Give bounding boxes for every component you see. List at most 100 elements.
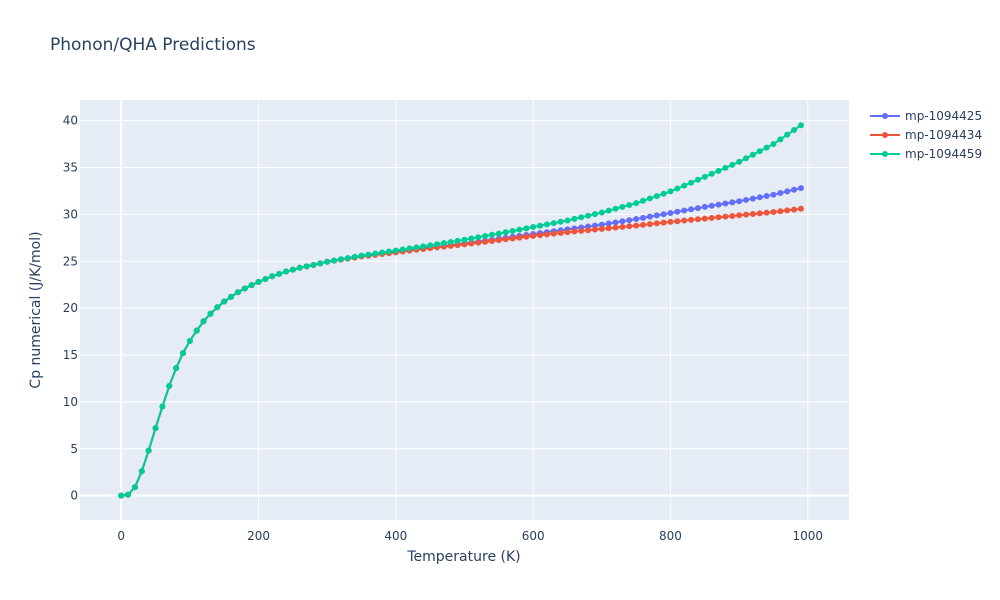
data-point [488,238,495,244]
data-point [337,256,344,263]
data-point [207,310,214,317]
data-point [694,216,701,223]
data-point [282,268,289,275]
data-point [701,203,708,210]
data-point [228,293,235,300]
data-point [255,278,262,285]
data-point [585,212,592,219]
data-point [392,247,399,254]
data-point [605,220,612,227]
data-point [475,239,482,246]
data-point [578,214,585,221]
data-point [454,237,461,244]
data-point [495,230,502,237]
legend-item[interactable]: mp-1094459 [870,147,982,161]
data-point [495,237,502,244]
data-point [324,258,331,265]
data-point [543,231,550,238]
data-point [598,209,605,216]
x-tick-labels: 0 200 400 600 800 1000 [117,529,823,543]
data-point [605,207,612,214]
data-point [152,425,159,432]
data-point [763,144,770,151]
data-point [179,350,186,357]
data-point [591,226,598,233]
data-point [317,260,324,267]
data-point [159,403,166,410]
data-point [640,221,647,228]
legend-label: mp-1094425 [905,109,982,123]
data-point [516,226,523,233]
data-point [276,270,283,277]
data-point [722,213,729,220]
data-point [749,195,756,202]
data-point [262,276,269,283]
legend-marker [882,151,888,157]
data-point [681,217,688,224]
data-point [543,221,550,228]
data-point [715,201,722,208]
data-point [688,216,695,223]
data-point [564,229,571,236]
legend: mp-1094425 mp-1094434 mp-1094459 [870,109,982,161]
data-point [784,188,791,195]
data-point [193,327,200,334]
y-tick-label: 15 [63,348,78,362]
chart-title: Phonon/QHA Predictions [50,35,256,55]
data-point [296,264,303,271]
data-point [578,227,585,234]
data-point [694,205,701,212]
data-point [743,196,750,203]
data-point [612,224,619,231]
y-tick-label: 25 [63,254,78,268]
series-mp-1094459 [118,122,804,499]
data-point [722,200,729,207]
y-tick-label: 10 [63,395,78,409]
data-point [653,193,660,200]
data-point [214,304,221,311]
data-point [605,225,612,232]
data-point [688,179,695,186]
data-point [118,492,125,499]
data-point [406,245,413,252]
data-point [221,298,228,305]
data-point [447,238,454,245]
data-point [612,219,619,226]
data-point [722,164,729,171]
x-tick-label: 0 [117,529,125,543]
data-point [715,214,722,221]
data-point [646,195,653,202]
data-point [729,161,736,168]
data-point [482,238,489,245]
data-point [585,227,592,234]
data-point [166,382,173,389]
data-point [289,266,296,273]
legend-item[interactable]: mp-1094434 [870,128,982,142]
data-point [372,250,379,257]
data-point [763,193,770,199]
data-point [186,337,193,344]
data-point [619,223,626,230]
data-point [131,484,138,491]
data-point [468,240,475,247]
data-point [612,205,619,212]
data-point [200,318,207,325]
data-point [571,215,578,222]
data-point [358,252,365,259]
data-point [488,231,495,238]
y-tick-label: 20 [63,301,78,315]
grid [80,100,849,520]
y-tick-label: 5 [70,442,78,456]
data-point [777,136,784,143]
data-point [653,220,660,227]
data-point [310,262,317,268]
data-point [557,218,564,225]
data-point [550,220,557,227]
data-point [674,185,681,192]
data-point [646,221,653,228]
data-point [736,158,743,165]
data-point [777,208,784,215]
legend-item[interactable]: mp-1094425 [870,109,982,123]
data-point [344,255,351,262]
data-point [440,240,447,247]
